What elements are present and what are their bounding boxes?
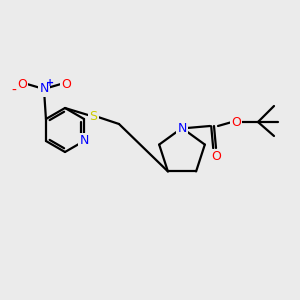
Text: N: N [177,122,187,134]
Text: N: N [80,134,89,148]
Text: O: O [211,151,221,164]
Text: O: O [17,77,27,91]
Text: O: O [231,116,241,128]
Text: +: + [46,78,54,88]
Text: O: O [61,77,71,91]
Text: S: S [89,110,97,122]
Text: -: - [11,84,16,98]
Text: N: N [39,82,49,95]
